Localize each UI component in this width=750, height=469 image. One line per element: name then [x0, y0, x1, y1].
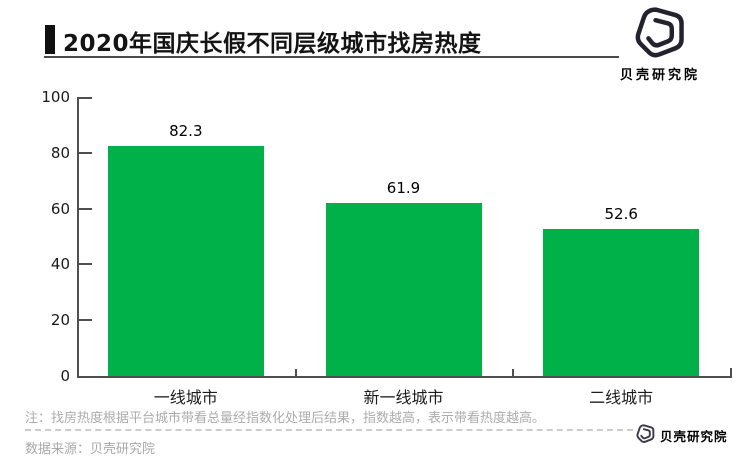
footer-brand-text: 贝壳研究院 [660, 429, 728, 444]
x-axis-tick [512, 369, 515, 376]
category-label: 二线城市 [589, 388, 654, 407]
bar [107, 146, 264, 376]
footer-brand-logo: 贝壳研究院 [636, 424, 728, 447]
page-title: 2020年国庆长假不同层级城市找房热度 [63, 31, 482, 57]
beike-shell-logo-icon [636, 424, 655, 447]
category-label: 一线城市 [153, 388, 218, 407]
y-axis-tick [79, 151, 92, 154]
x-axis-line [77, 376, 732, 378]
header-brand-logo: 贝壳研究院 [604, 6, 716, 83]
y-axis-tick-label: 80 [50, 143, 70, 162]
y-axis-tick-label: 40 [50, 255, 70, 274]
bar [543, 229, 700, 376]
bar-value-label: 61.9 [386, 179, 421, 198]
title-marker-bar [45, 25, 55, 54]
y-axis-tick [79, 319, 92, 322]
category-label: 新一线城市 [363, 388, 444, 407]
y-axis-tick-label: 100 [41, 88, 70, 106]
y-axis-tick-label: 0 [60, 367, 70, 385]
bar-value-label: 82.3 [169, 122, 203, 141]
data-source-label: 数据来源：贝壳研究院 [25, 442, 156, 457]
y-axis-tick [79, 207, 92, 210]
footer-divider [25, 429, 633, 431]
y-axis-tick [79, 97, 92, 99]
x-axis-end-tick [730, 368, 732, 376]
title-underline [44, 56, 619, 58]
y-axis-line [77, 97, 79, 378]
bar [325, 203, 482, 376]
y-axis-tick [79, 263, 92, 266]
header-brand-text: 贝壳研究院 [619, 68, 700, 83]
y-axis-tick-label: 60 [50, 199, 70, 218]
beike-shell-logo-icon [634, 6, 686, 62]
chart-footnote: 注：找房热度根据平台城市带看总量经指数化处理后结果，指数越高，表示带看热度越高。 [25, 411, 546, 426]
y-axis-tick-label: 20 [50, 311, 70, 330]
x-axis-tick [294, 369, 297, 376]
bar-value-label: 52.6 [604, 205, 638, 224]
